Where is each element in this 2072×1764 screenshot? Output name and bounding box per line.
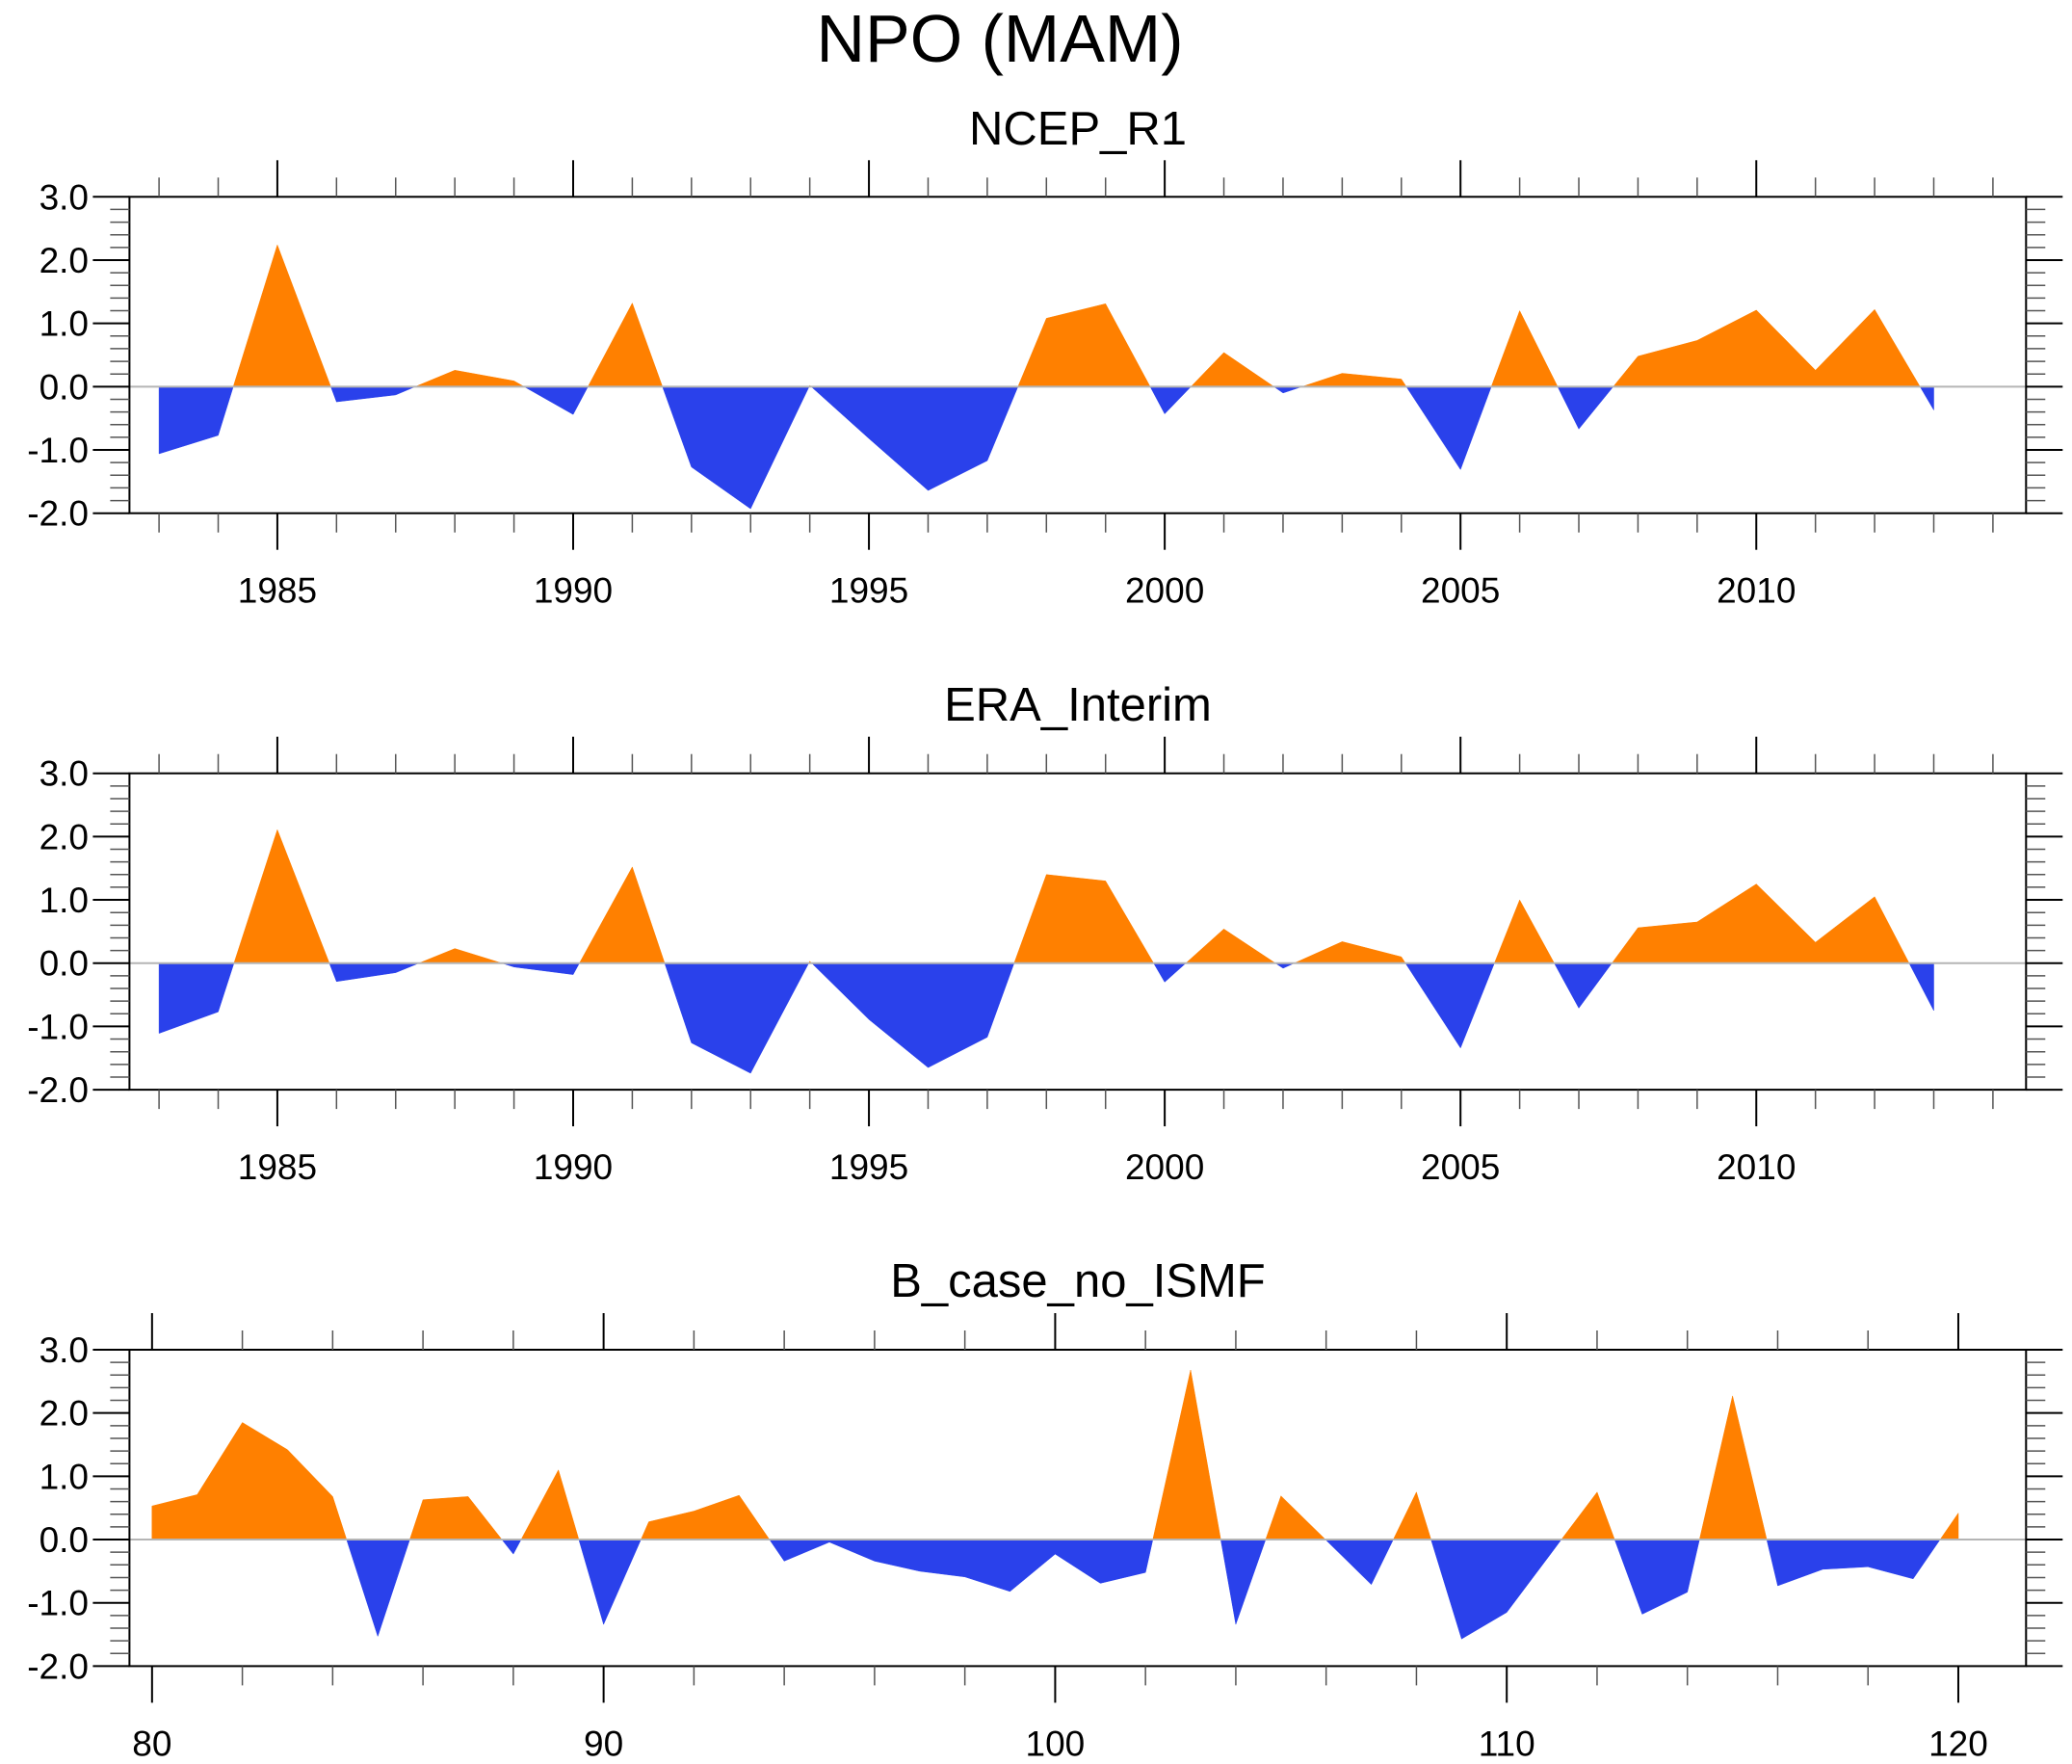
positive-anomaly-area (587, 302, 664, 387)
negative-anomaly-area (1766, 1539, 1941, 1587)
negative-anomaly-area (346, 1539, 410, 1638)
positive-anomaly-area (1301, 373, 1407, 387)
y-tick-label: 0.0 (39, 1520, 89, 1560)
x-tick-label: 100 (1026, 1724, 1086, 1763)
negative-anomaly-area (1919, 386, 1934, 411)
positive-anomaly-area (579, 866, 666, 963)
positive-anomaly-area (1490, 309, 1559, 387)
positive-anomaly-area (1392, 1491, 1431, 1540)
negative-anomaly-area (1220, 1539, 1267, 1626)
positive-anomaly-area (409, 1496, 503, 1540)
x-tick-label: 2000 (1125, 571, 1204, 611)
y-tick-label: -2.0 (27, 494, 89, 534)
positive-anomaly-area (1017, 303, 1151, 387)
y-tick-label: 0.0 (39, 367, 89, 407)
positive-anomaly-area (1561, 1491, 1615, 1540)
positive-anomaly-area (1265, 1495, 1326, 1540)
negative-anomaly-area (1404, 962, 1495, 1049)
x-tick-label: 1985 (238, 1147, 317, 1187)
positive-anomaly-area (641, 1494, 771, 1540)
negative-anomaly-area (1149, 386, 1192, 415)
positive-anomaly-area (1613, 308, 1921, 387)
negative-anomaly-area (1405, 386, 1492, 470)
positive-anomaly-area (1939, 1512, 1959, 1540)
negative-anomaly-area (158, 962, 235, 1034)
x-tick-label: 80 (132, 1724, 171, 1763)
negative-anomaly-area (578, 1539, 642, 1625)
negative-anomaly-area (330, 386, 416, 403)
positive-anomaly-area (232, 244, 331, 387)
positive-anomaly-area (520, 1469, 580, 1540)
positive-anomaly-area (415, 370, 525, 387)
y-tick-label: 3.0 (39, 754, 89, 794)
y-tick-label: 0.0 (39, 944, 89, 984)
panel-title-era-interim: ERA_Interim (944, 679, 1212, 731)
positive-anomaly-area (233, 829, 330, 963)
x-tick-label: 1985 (238, 571, 317, 611)
negative-anomaly-area (501, 1539, 522, 1555)
positive-anomaly-area (1152, 1369, 1221, 1540)
y-tick-label: 1.0 (39, 304, 89, 344)
negative-anomaly-area (1557, 386, 1614, 430)
positive-anomaly-area (1611, 883, 1910, 963)
y-tick-label: 3.0 (39, 177, 89, 217)
y-tick-label: -1.0 (27, 1007, 89, 1046)
negative-anomaly-area (810, 386, 1019, 491)
negative-anomaly-area (158, 386, 234, 455)
negative-anomaly-area (662, 386, 810, 510)
positive-anomaly-area (1013, 874, 1155, 963)
negative-anomaly-area (769, 1539, 1154, 1593)
plot-frame (128, 196, 2028, 514)
plot-frame (128, 1349, 2028, 1668)
x-tick-label: 1995 (829, 571, 908, 611)
y-tick-label: 1.0 (39, 1457, 89, 1496)
x-tick-label: 2000 (1125, 1147, 1204, 1187)
negative-anomaly-area (1554, 962, 1613, 1009)
positive-anomaly-area (1494, 899, 1555, 963)
x-tick-label: 1995 (829, 1147, 908, 1187)
negative-anomaly-area (1153, 962, 1187, 983)
positive-anomaly-area (1185, 928, 1276, 963)
x-tick-label: 2005 (1421, 1147, 1500, 1187)
positive-anomaly-area (1190, 352, 1275, 387)
y-tick-label: -1.0 (27, 431, 89, 470)
positive-anomaly-area (1698, 1395, 1768, 1540)
positive-anomaly-area (1294, 941, 1406, 963)
positive-anomaly-area (418, 948, 502, 963)
negative-anomaly-area (664, 962, 810, 1074)
negative-anomaly-area (328, 962, 420, 983)
negative-anomaly-area (501, 962, 580, 975)
x-tick-label: 1990 (534, 571, 613, 611)
x-tick-label: 2010 (1717, 1147, 1796, 1187)
y-tick-label: -1.0 (27, 1584, 89, 1623)
y-tick-label: -2.0 (27, 1070, 89, 1110)
x-tick-label: 1990 (534, 1147, 613, 1187)
y-tick-label: 2.0 (39, 1394, 89, 1434)
y-tick-label: -2.0 (27, 1646, 89, 1686)
negative-anomaly-area (1430, 1539, 1562, 1640)
x-tick-label: 2005 (1421, 571, 1500, 611)
x-tick-label: 120 (1928, 1724, 1988, 1763)
y-tick-label: 3.0 (39, 1330, 89, 1370)
negative-anomaly-area (811, 962, 1015, 1068)
panel-b-case-no-ismf: B_case_no_ISMF 3.0 2.0 1.0 0.0 -1.0 -2.0 80 90 1… (27, 1255, 2063, 1763)
x-tick-label: 110 (1479, 1724, 1535, 1763)
y-tick-label: 2.0 (39, 817, 89, 856)
negative-anomaly-area (1908, 962, 1934, 1012)
negative-anomaly-area (1325, 1539, 1394, 1586)
figure-title: NPO (MAM) (816, 1, 1183, 76)
x-tick-label: 2010 (1717, 571, 1796, 611)
plot-frame (128, 772, 2028, 1092)
panel-title-b-case-no-ismf: B_case_no_ISMF (890, 1255, 1266, 1307)
panel-era-interim: ERA_Interim 3.0 2.0 1.0 0.0 -1.0 -2.0 1985 1990… (27, 679, 2063, 1187)
panel-title-ncep-r1: NCEP_R1 (969, 103, 1187, 155)
y-tick-label: 2.0 (39, 241, 89, 280)
x-tick-label: 90 (584, 1724, 623, 1763)
negative-anomaly-area (1613, 1539, 1700, 1615)
negative-anomaly-area (523, 386, 589, 415)
panel-ncep-r1: NCEP_R1 3.0 2.0 1.0 0.0 -1.0 -2.0 1985 1990 1995… (27, 103, 2063, 611)
y-tick-label: 1.0 (39, 881, 89, 920)
positive-anomaly-area (151, 1422, 348, 1540)
